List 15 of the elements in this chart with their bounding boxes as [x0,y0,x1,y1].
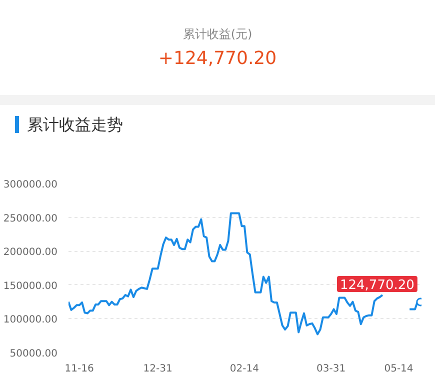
y-tick-label: 250000.00 [3,213,58,224]
x-tick-label: 12-31 [143,364,172,374]
y-tick-label: 150000.00 [3,280,58,292]
data-label: 124,770.20 [340,278,414,293]
text: 累计收益(元) [182,26,254,43]
x-tick-label: 05-14 [384,364,414,374]
y-tick-label: 200000.00 [3,247,58,258]
chart-title: 累计收益走势 [15,115,123,134]
x-tick-label: 11-16 [64,364,94,374]
y-tick-label: 100000.00 [3,314,58,326]
x-tick-label: 03-31 [316,364,346,374]
y-tick-label: 50000.00 [10,348,58,360]
text: +124,770.20 [157,47,278,72]
y-tick-label: 300000.00 [3,180,58,190]
x-tick-label: 02-14 [230,364,259,374]
